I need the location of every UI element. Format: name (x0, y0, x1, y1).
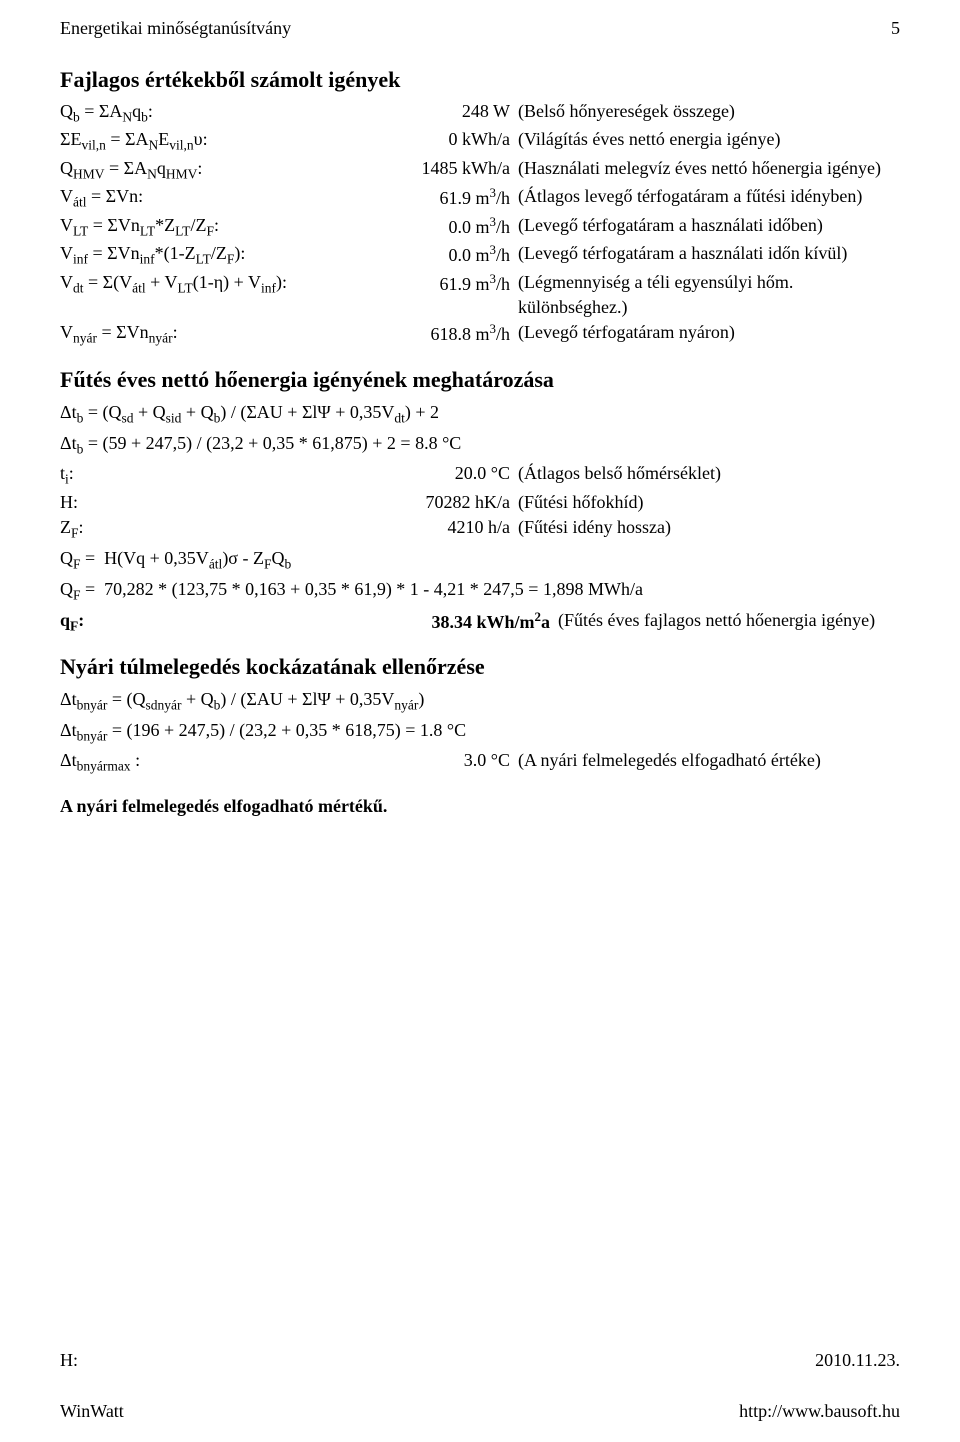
formula: ΣEvil,n = ΣANEvil,nυ: (60, 127, 370, 155)
formula: H: (60, 490, 370, 515)
value: 38.34 kWh/m2a (370, 608, 558, 636)
row: QHMV = ΣANqHMV: 1485 kWh/a (Használati m… (60, 156, 900, 184)
formula: ti: (60, 461, 370, 489)
description: (Levegő térfogatáram nyáron) (518, 320, 900, 348)
value: 618.8 m3/h (370, 320, 518, 348)
description: (Levegő térfogatáram a használati időn k… (518, 241, 900, 269)
formula: Qb = ΣANqb: (60, 99, 370, 127)
section1-title: Fajlagos értékekből számolt igények (60, 67, 900, 93)
description: (Levegő térfogatáram a használati időben… (518, 213, 900, 241)
formula: Vinf = ΣVninf*(1-ZLT/ZF): (60, 241, 370, 269)
page-header: Energetikai minőségtanúsítvány 5 (60, 18, 900, 39)
value: 0.0 m3/h (370, 241, 518, 269)
description: (Fűtés éves fajlagos nettó hőenergia igé… (558, 608, 900, 636)
row: qF: 38.34 kWh/m2a (Fűtés éves fajlagos n… (60, 608, 900, 636)
equation: Δtb = (59 + 247,5) / (23,2 + 0,35 * 61,8… (60, 430, 900, 459)
formula: Δtbnyármax : (60, 748, 370, 776)
formula: Vátl = ΣVn: (60, 184, 370, 212)
formula: qF: (60, 608, 370, 636)
formula: Vdt = Σ(Vátl + VLT(1-η) + Vinf): (60, 270, 370, 320)
footer-bottom-right: http://www.bausoft.hu (739, 1401, 900, 1422)
value: 20.0 °C (370, 461, 518, 489)
value: 70282 hK/a (370, 490, 518, 515)
row: ti: 20.0 °C (Átlagos belső hőmérséklet) (60, 461, 900, 489)
header-left: Energetikai minőségtanúsítvány (60, 18, 291, 39)
row: Vinf = ΣVninf*(1-ZLT/ZF): 0.0 m3/h (Leve… (60, 241, 900, 269)
value: 61.9 m3/h (370, 270, 518, 320)
row: VLT = ΣVnLT*ZLT/ZF: 0.0 m3/h (Levegő tér… (60, 213, 900, 241)
equation: Δtbnyár = (Qsdnyár + Qb) / (ΣAU + ΣlΨ + … (60, 686, 900, 715)
row: Vnyár = ΣVnnyár: 618.8 m3/h (Levegő térf… (60, 320, 900, 348)
value: 0.0 m3/h (370, 213, 518, 241)
equation: QF = H(Vq + 0,35Vátl)σ - ZFQb (60, 545, 900, 574)
footer-top-left: H: (60, 1350, 78, 1371)
equation: Δtb = (Qsd + Qsid + Qb) / (ΣAU + ΣlΨ + 0… (60, 399, 900, 428)
description: (Belső hőnyereségek összege) (518, 99, 900, 127)
page-footer: H: 2010.11.23. WinWatt http://www.bausof… (60, 1350, 900, 1422)
description: (Fűtési hőfokhíd) (518, 490, 900, 515)
row: Vdt = Σ(Vátl + VLT(1-η) + Vinf): 61.9 m3… (60, 270, 900, 320)
description: (Átlagos belső hőmérséklet) (518, 461, 900, 489)
row: Vátl = ΣVn: 61.9 m3/h (Átlagos levegő té… (60, 184, 900, 212)
formula: Vnyár = ΣVnnyár: (60, 320, 370, 348)
formula: QHMV = ΣANqHMV: (60, 156, 370, 184)
header-right: 5 (891, 18, 900, 39)
value: 61.9 m3/h (370, 184, 518, 212)
description: (Fűtési idény hossza) (518, 515, 900, 543)
description: (Átlagos levegő térfogatáram a fűtési id… (518, 184, 900, 212)
formula: VLT = ΣVnLT*ZLT/ZF: (60, 213, 370, 241)
description: (Légmennyiség a téli egyensúlyi hőm. kül… (518, 270, 900, 320)
row: H: 70282 hK/a (Fűtési hőfokhíd) (60, 490, 900, 515)
row: Qb = ΣANqb: 248 W (Belső hőnyereségek ös… (60, 99, 900, 127)
value: 3.0 °C (370, 748, 518, 776)
row: ΣEvil,n = ΣANEvil,nυ: 0 kWh/a (Világítás… (60, 127, 900, 155)
section3-note: A nyári felmelegedés elfogadható mértékű… (60, 793, 900, 819)
section3-title: Nyári túlmelegedés kockázatának ellenőrz… (60, 654, 900, 680)
footer-top-right: 2010.11.23. (815, 1350, 900, 1371)
formula: ZF: (60, 515, 370, 543)
value: 248 W (370, 99, 518, 127)
equation: QF = 70,282 * (123,75 * 0,163 + 0,35 * 6… (60, 576, 900, 605)
description: (Világítás éves nettó energia igénye) (518, 127, 900, 155)
value: 1485 kWh/a (370, 156, 518, 184)
page: Energetikai minőségtanúsítvány 5 Fajlago… (0, 0, 960, 1442)
value: 4210 h/a (370, 515, 518, 543)
section2-title: Fűtés éves nettó hőenergia igényének meg… (60, 367, 900, 393)
row: ZF: 4210 h/a (Fűtési idény hossza) (60, 515, 900, 543)
equation: Δtbnyár = (196 + 247,5) / (23,2 + 0,35 *… (60, 717, 900, 746)
value: 0 kWh/a (370, 127, 518, 155)
row: Δtbnyármax : 3.0 °C (A nyári felmelegedé… (60, 748, 900, 776)
description: (Használati melegvíz éves nettó hőenergi… (518, 156, 900, 184)
description: (A nyári felmelegedés elfogadható értéke… (518, 748, 900, 776)
footer-bottom-left: WinWatt (60, 1401, 124, 1422)
